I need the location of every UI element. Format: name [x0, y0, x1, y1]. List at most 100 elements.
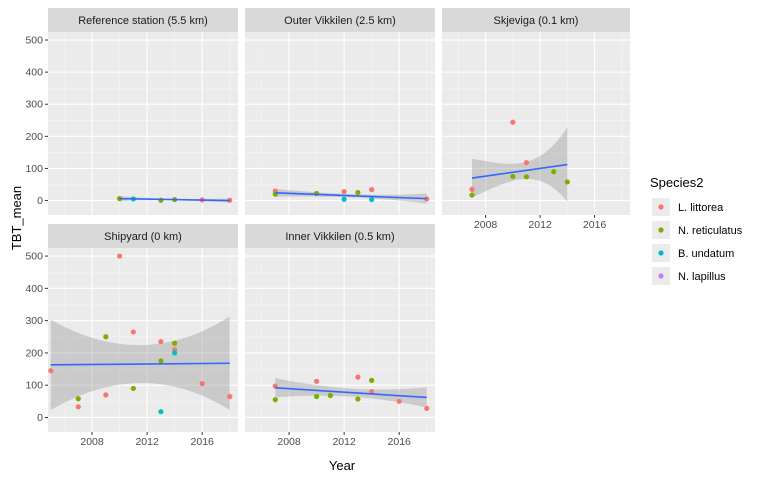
facet-panel: Inner Vikkilen (0.5 km) — [245, 224, 435, 432]
confidence-band — [50, 316, 230, 411]
trend-line — [471, 163, 568, 179]
data-point — [313, 393, 320, 400]
facet-panel: Reference station (5.5 km) — [48, 8, 238, 215]
trend-line — [50, 362, 230, 366]
data-point — [510, 173, 516, 180]
data-point — [355, 396, 361, 402]
panel-background — [48, 32, 238, 215]
y-tick-label: 400 — [25, 67, 43, 79]
panel-background — [245, 32, 435, 215]
data-point — [469, 186, 475, 192]
trend-line — [275, 192, 427, 200]
x-tick-label: 2008 — [80, 436, 104, 448]
data-point — [523, 174, 530, 180]
data-point — [523, 160, 530, 166]
y-axes-layer: 0 100 200 300 400 500 0 100 200 300 400 500 — [25, 35, 48, 424]
y-axis-title: TBT_mean — [9, 186, 24, 250]
data-point — [130, 385, 136, 392]
legend-item: N. reticulatus — [652, 221, 743, 239]
facet-panel: Outer Vikkilen (2.5 km) — [245, 8, 435, 215]
data-point — [369, 196, 375, 203]
facet-strip — [245, 224, 435, 248]
data-point — [158, 197, 164, 203]
data-point — [227, 393, 233, 400]
y-tick-label: 500 — [25, 35, 43, 47]
data-point — [158, 409, 164, 415]
legend-item: B. undatum — [652, 244, 734, 262]
x-tick-label: 2008 — [474, 219, 498, 231]
panel-background — [245, 248, 435, 432]
data-point — [355, 374, 361, 380]
data-point — [424, 405, 430, 412]
data-point — [355, 189, 361, 196]
facet-strip — [48, 224, 238, 248]
data-point — [469, 192, 475, 198]
data-point — [172, 350, 178, 356]
panels-layer: Reference station (5.5 km) Outer Vikkilen… — [48, 8, 630, 432]
y-tick-label: 0 — [37, 412, 43, 424]
data-point — [551, 169, 557, 175]
data-point — [369, 377, 375, 383]
facet-strip — [48, 8, 238, 32]
x-tick-label: 2016 — [388, 436, 412, 448]
facet-strip-label: Inner Vikkilen (0.5 km) — [285, 231, 394, 243]
legend-item: N. lapillus — [652, 267, 726, 285]
legend-key-point — [658, 250, 664, 256]
data-point — [341, 188, 347, 195]
legend-items: L. littorea N. reticulatus B. undatum N. la… — [652, 198, 743, 285]
facet-panel: Skjeviga (0.1 km) — [442, 8, 630, 215]
legend-item-label: N. reticulatus — [678, 225, 743, 237]
data-point — [199, 380, 205, 387]
facet-strip-label: Skjeviga (0.1 km) — [494, 15, 579, 27]
legend-key-point — [658, 227, 664, 233]
confidence-band — [471, 127, 568, 202]
x-tick-label: 2012 — [332, 436, 356, 448]
data-point — [130, 329, 136, 335]
data-point — [510, 119, 516, 125]
x-tick-label: 2016 — [191, 436, 215, 448]
y-tick-label: 100 — [25, 380, 43, 392]
legend-key-point — [658, 273, 664, 279]
data-point — [341, 196, 347, 202]
y-tick-label: 100 — [25, 163, 43, 175]
legend-item-label: N. lapillus — [678, 271, 726, 283]
y-tick-label: 300 — [25, 99, 43, 111]
legend-item-label: L. littorea — [678, 202, 724, 214]
y-tick-label: 400 — [25, 283, 43, 295]
x-axis-title: Year — [329, 458, 356, 473]
y-tick-label: 300 — [25, 315, 43, 327]
y-tick-label: 200 — [25, 131, 43, 143]
legend-item-label: B. undatum — [678, 248, 734, 260]
data-point — [313, 190, 320, 197]
legend-title: Species2 — [650, 175, 703, 190]
data-point — [103, 334, 109, 340]
data-point — [564, 179, 570, 185]
data-point — [75, 404, 81, 410]
data-point — [103, 392, 109, 398]
x-tick-label: 2012 — [528, 219, 552, 231]
trend-line — [275, 386, 427, 399]
facet-strip-label: Shipyard (0 km) — [104, 231, 182, 243]
x-tick-label: 2016 — [583, 219, 607, 231]
y-tick-label: 500 — [25, 251, 43, 263]
data-point — [424, 196, 430, 202]
facet-strip-label: Reference station (5.5 km) — [78, 15, 208, 27]
data-point — [369, 389, 375, 395]
legend-key-point — [658, 204, 664, 210]
data-point — [369, 187, 375, 193]
data-point — [327, 392, 333, 399]
data-point — [396, 398, 402, 404]
data-point — [272, 397, 278, 403]
x-tick-label: 2012 — [135, 436, 159, 448]
trend-line — [119, 197, 230, 202]
legend: Species2 L. littorea N. reticulatus B. und… — [650, 175, 743, 285]
facet-strip — [245, 8, 435, 32]
data-point — [313, 378, 320, 384]
data-point — [116, 253, 123, 259]
facet-strip — [442, 8, 630, 32]
y-tick-label: 200 — [25, 347, 43, 359]
data-point — [158, 358, 164, 364]
facet-strip-label: Outer Vikkilen (2.5 km) — [284, 15, 396, 27]
data-point — [48, 368, 54, 374]
